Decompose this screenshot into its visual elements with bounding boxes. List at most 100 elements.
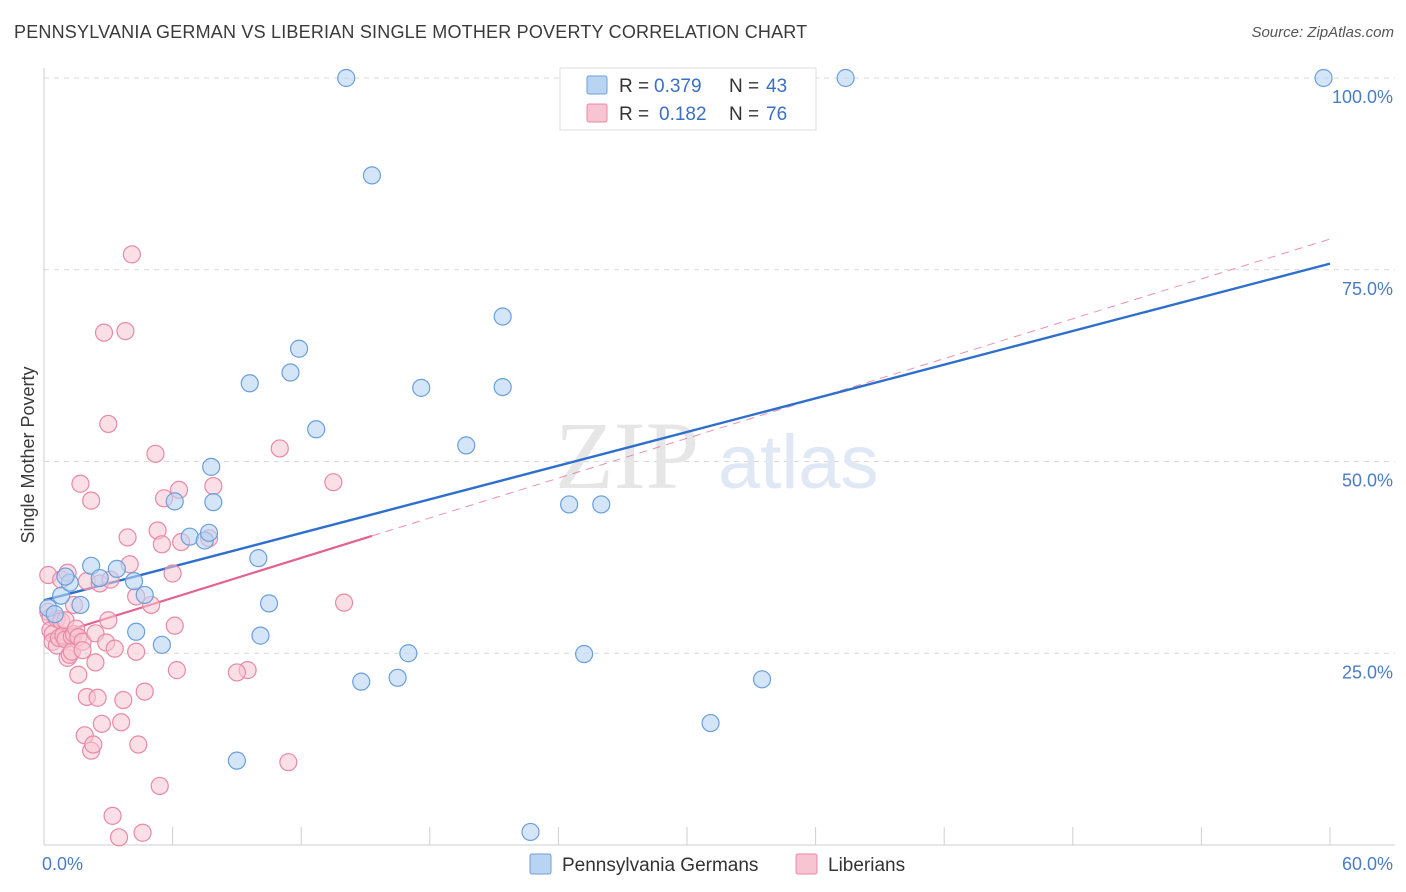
liberians-point-47	[114, 690, 133, 710]
legend-pink-r-value: 0.182	[659, 104, 707, 125]
pennsylvania-germans-point-18	[202, 457, 221, 476]
pennsylvania-germans-point-26	[337, 68, 356, 88]
liberians-point-40	[99, 414, 118, 434]
series-legend-swatch-pink	[795, 853, 818, 875]
pennsylvania-germans-point-37	[575, 644, 594, 664]
liberians-point-41	[99, 611, 118, 630]
liberians-point-49	[118, 528, 137, 547]
y-tick-label-50: 50.0%	[1342, 471, 1393, 491]
liberians-point-54	[129, 735, 148, 754]
watermark-atlas: atlas	[718, 420, 879, 505]
pennsylvania-germans-point-34	[493, 307, 512, 326]
pennsylvania-germans-point-4	[56, 567, 75, 586]
liberians-point-24	[71, 474, 90, 493]
liberians-trend-line	[43, 534, 373, 639]
liberians-point-72	[279, 753, 298, 772]
liberians-point-32	[84, 735, 103, 754]
watermark-zip: ZIP	[555, 402, 699, 509]
liberians-point-75	[227, 663, 246, 682]
liberians-point-65	[167, 661, 186, 680]
pennsylvania-germans-point-1	[45, 605, 64, 624]
pennsylvania-germans-point-43	[227, 751, 246, 770]
liberians-point-35	[88, 688, 107, 707]
pennsylvania-germans-point-6	[71, 595, 90, 615]
pennsylvania-germans-point-20	[249, 549, 268, 568]
legend-swatch-pink	[586, 103, 608, 123]
legend-swatch-blue	[586, 75, 608, 95]
liberians-point-45	[109, 828, 129, 847]
liberians-point-30	[82, 491, 101, 510]
liberians-point-63	[163, 564, 182, 583]
y-tick-label-75: 75.0%	[1342, 279, 1393, 299]
y-tick-label-25: 25.0%	[1342, 662, 1393, 682]
pennsylvania-germans-point-7	[107, 559, 126, 578]
pennsylvania-germans-point-29	[388, 668, 407, 687]
chart-title: PENNSYLVANIA GERMAN VS LIBERIAN SINGLE M…	[14, 22, 808, 42]
pennsylvania-germans-point-28	[352, 672, 371, 691]
liberians-point-33	[86, 653, 105, 672]
legend-blue-r-value: 0.379	[654, 76, 702, 97]
pennsylvania-germans-point-25	[307, 420, 326, 439]
liberians-point-73	[324, 473, 343, 492]
pennsylvania-germans-point-10	[127, 622, 146, 641]
liberians-point-44	[105, 639, 124, 658]
liberians-point-51	[122, 245, 141, 264]
pennsylvania-germans-point-24	[289, 339, 309, 358]
liberians-point-43	[103, 806, 122, 825]
series-legend-pink-label: Liberians	[828, 855, 905, 876]
y-tick-label-100: 100.0%	[1332, 87, 1393, 107]
pennsylvania-germans-point-11	[135, 585, 154, 605]
pennsylvania-germans-point-39	[701, 713, 720, 733]
pennsylvania-germans-point-41	[836, 68, 855, 88]
pennsylvania-germans-point-35	[521, 822, 540, 842]
pennsylvania-germans-point-5	[82, 556, 101, 575]
liberians-point-61	[152, 535, 171, 554]
y-axis-label: Single Mother Poverty	[18, 366, 38, 543]
liberians-points	[39, 245, 354, 847]
pennsylvania-germans-point-16	[199, 523, 219, 542]
pennsylvania-germans-point-33	[493, 378, 512, 397]
pennsylvania-germans-point-17	[204, 493, 223, 512]
liberians-point-69	[204, 476, 223, 496]
liberians-point-53	[127, 642, 146, 661]
pennsylvania-germans-point-38	[592, 495, 611, 514]
liberians-point-23	[69, 665, 88, 684]
pennsylvania-germans-point-30	[399, 644, 418, 663]
pennsylvania-germans-point-21	[251, 626, 270, 645]
series-legend-swatch-blue	[529, 853, 552, 875]
pennsylvania-germans-point-13	[165, 492, 184, 511]
series-legend-blue-label: Pennsylvania Germans	[562, 855, 758, 876]
series-legend: Pennsylvania Germans Liberians	[529, 853, 905, 876]
pennsylvania-germans-point-9	[124, 572, 144, 591]
liberians-point-38	[94, 323, 114, 342]
legend-pink-n-value: 76	[766, 104, 787, 125]
legend-pink-r-label: R =	[619, 104, 649, 125]
liberians-point-46	[112, 713, 131, 732]
pennsylvania-germans-point-14	[180, 527, 199, 546]
axes: 25.0% 50.0% 75.0% 100.0% 0.0% 60.0%	[42, 68, 1395, 874]
pennsylvania-germans-point-8	[90, 568, 109, 588]
pennsylvania-germans-point-32	[457, 436, 476, 455]
pennsylvania-germans-point-2	[52, 586, 71, 605]
pennsylvania-germans-trend-line	[43, 262, 1331, 602]
pennsylvania-germans-point-42	[1314, 68, 1333, 88]
legend-blue-r-label: R =	[619, 76, 649, 97]
gridlines	[44, 77, 1395, 654]
source-label: Source: ZipAtlas.com	[1251, 24, 1394, 41]
liberians-point-64	[165, 616, 184, 635]
liberians-point-48	[116, 322, 135, 341]
liberians-point-71	[270, 439, 289, 458]
liberians-point-74	[334, 593, 354, 612]
pennsylvania-germans-point-19	[240, 374, 259, 393]
legend-blue-n-value: 43	[766, 76, 787, 97]
pennsylvania-germans-point-36	[560, 495, 579, 514]
pennsylvania-germans-point-40	[752, 670, 772, 689]
liberians-point-58	[146, 444, 165, 463]
trend-lines	[43, 238, 1331, 639]
legend-pink-n-label: N =	[729, 104, 759, 125]
correlation-legend: R = 0.379 N = 43 R = 0.182 N = 76	[559, 67, 817, 131]
pennsylvania-germans-point-31	[412, 378, 431, 397]
legend-blue-n-label: N =	[729, 76, 759, 97]
pennsylvania-germans-point-12	[152, 635, 171, 654]
